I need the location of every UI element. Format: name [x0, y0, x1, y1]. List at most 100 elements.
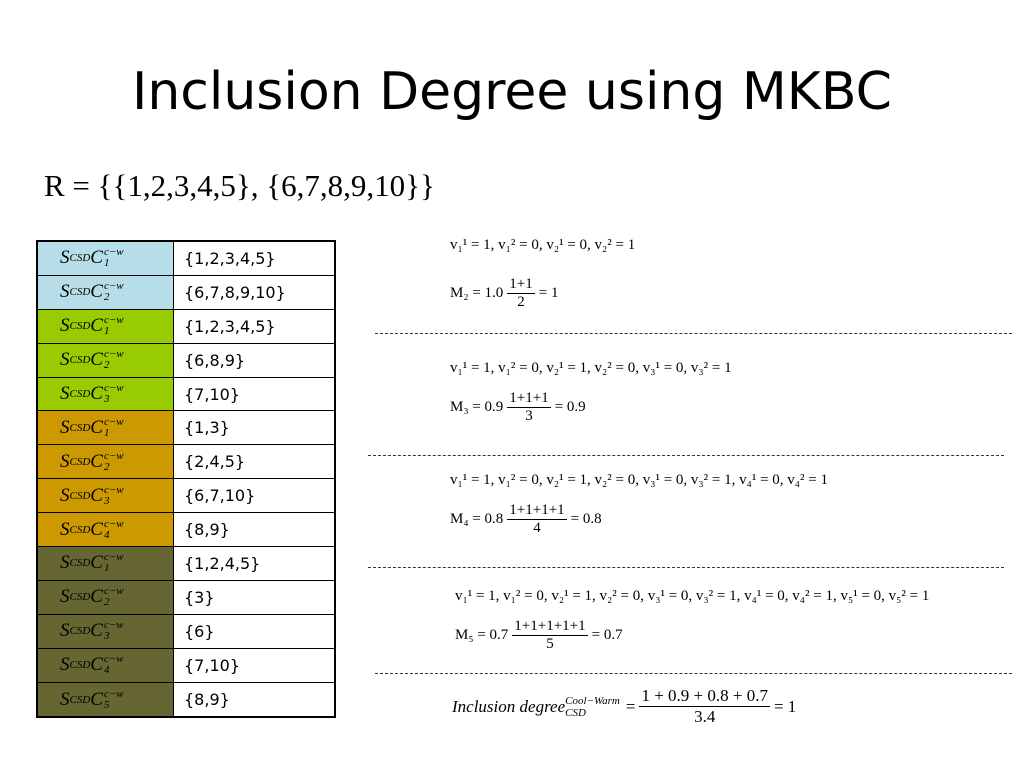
row-set: {6}: [184, 621, 215, 641]
label-csd: CSD: [69, 252, 91, 265]
label-s: S: [60, 484, 70, 506]
label-s: S: [60, 281, 70, 303]
final-eq: =: [625, 696, 636, 716]
label-sub: 2: [103, 460, 110, 473]
label-sup: c−w: [103, 585, 124, 598]
row-set: {2,4,5}: [184, 452, 246, 472]
label-s: S: [60, 315, 70, 337]
label-c: C: [90, 518, 103, 540]
label-c: C: [90, 484, 103, 506]
label-sub: 3: [103, 393, 110, 405]
label-sub: 1: [103, 325, 110, 338]
numerator: 1 + 0.9 + 0.8 + 0.7: [639, 686, 770, 707]
label-s: S: [60, 247, 70, 269]
row-set: {1,2,3,4,5}: [184, 248, 276, 268]
row-set: {7,10}: [184, 384, 240, 404]
label-csd: CSD: [69, 591, 91, 604]
m-lhs: M₅ = 0.7: [455, 627, 509, 643]
label-sub: 3: [103, 494, 110, 507]
label-csd: CSD: [69, 421, 91, 434]
label-scripts: c−w 1: [104, 315, 124, 337]
label-s: S: [60, 416, 70, 438]
label-csd: CSD: [69, 693, 91, 706]
denominator: 5: [546, 636, 554, 652]
label-c: C: [90, 281, 103, 303]
label-s: S: [60, 688, 70, 710]
label-c: C: [90, 383, 103, 404]
label-s: S: [60, 349, 70, 371]
v-equation: v₁¹ = 1, v₁² = 0, v₂¹ = 0, v₂² = 1: [450, 237, 636, 253]
v-equation: v₁¹ = 1, v₁² = 0, v₂¹ = 1, v₂² = 0, v₃¹ …: [450, 472, 828, 488]
label-sub: 5: [103, 698, 110, 711]
label-csd: CSD: [69, 354, 91, 367]
label-s: S: [60, 586, 70, 608]
label-csd: CSD: [69, 557, 91, 570]
label-c: C: [90, 654, 103, 676]
label-scripts: c−w 2: [104, 281, 124, 303]
m-rhs: = 1: [538, 285, 559, 301]
m-lhs: M₃ = 0.9: [450, 399, 504, 415]
label-scripts: c−w 4: [104, 654, 124, 676]
label-sup: c−w: [103, 449, 124, 462]
denominator: 4: [533, 520, 541, 536]
label-sub: 2: [103, 596, 110, 609]
label-scripts: c−w 1: [103, 416, 124, 439]
label-sup: c−w: [103, 280, 124, 293]
m-rhs: = 0.8: [570, 511, 602, 527]
final-rhs: = 1: [773, 696, 797, 716]
m-equation: M₃ = 0.9 1+1+1 3 = 0.9: [450, 390, 586, 425]
denominator: 2: [517, 294, 525, 310]
label-sup: c−w: [103, 246, 124, 259]
label-s: S: [60, 518, 70, 540]
row-set: {6,7,8,9,10}: [184, 282, 286, 302]
label-scripts: c−w 5: [103, 687, 124, 711]
label-sub: 1: [103, 562, 110, 575]
numerator: 1+1+1+1+1: [512, 618, 588, 636]
row-set: {1,2,3,4,5}: [184, 316, 276, 336]
label-scripts: c−w 2: [104, 349, 124, 371]
label-csd: CSD: [69, 388, 91, 400]
label-sub: 1: [103, 426, 110, 439]
label-csd: CSD: [69, 489, 91, 502]
fraction: 1+1+1+1 4: [507, 502, 567, 537]
label-s: S: [60, 383, 70, 404]
m-lhs: M₂ = 1.0: [450, 285, 504, 301]
fraction: 1+1+1+1+1 5: [512, 618, 588, 653]
label-sup: c−w: [103, 687, 124, 700]
numerator: 1+1+1: [507, 390, 551, 408]
label-csd: CSD: [69, 455, 91, 468]
numerator: 1+1: [507, 276, 535, 294]
row-set: {8,9}: [184, 520, 230, 540]
separator: [368, 455, 1004, 456]
separator: [375, 673, 1012, 674]
label-scripts: c−w 1: [104, 552, 124, 574]
label-scripts: c−w 1: [104, 247, 124, 269]
label-sup: c−w: [103, 551, 124, 564]
label-c: C: [90, 620, 103, 642]
label-sup: c−w: [103, 653, 124, 666]
r-definition: R = {{1,2,3,4,5}, {6,7,8,9,10}}: [44, 168, 435, 203]
separator: [368, 567, 1004, 568]
row-set: {8,9}: [184, 690, 230, 710]
label-sub: 3: [103, 630, 110, 643]
denominator: 3: [525, 408, 533, 424]
final-scripts: Cool−Warm CSD: [565, 695, 620, 719]
